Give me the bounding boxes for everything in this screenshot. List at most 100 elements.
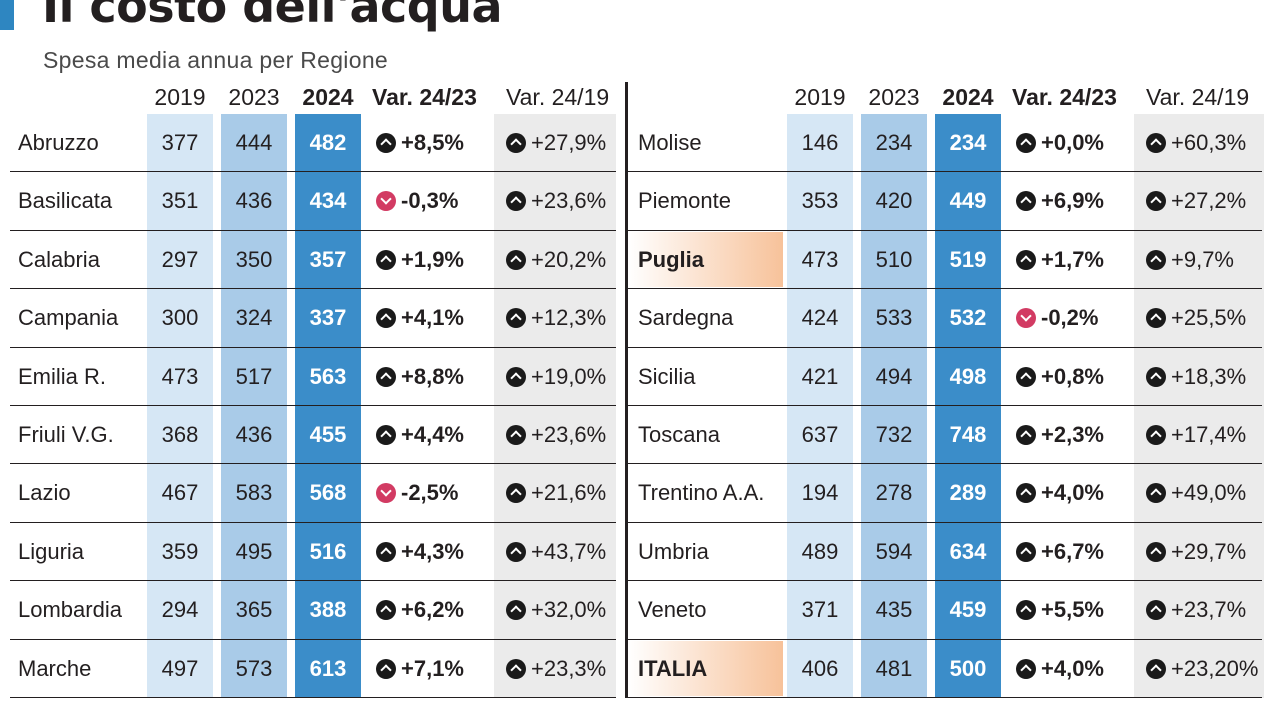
value-2024: 337 (309, 305, 347, 331)
value-2023: 594 (875, 538, 913, 564)
var-24-19-value: +18,3% (1171, 363, 1247, 389)
var-24-23-value: +4,1% (401, 305, 464, 331)
value-2019: 351 (161, 188, 199, 214)
value-2019: 497 (161, 655, 199, 681)
arrow-up-icon (1146, 366, 1166, 387)
value-2019: 359 (161, 538, 199, 564)
region-name: Basilicata (18, 188, 113, 214)
value-2024: 388 (309, 597, 347, 623)
header-2019: 2019 (154, 84, 206, 110)
value-2024: 434 (309, 188, 347, 214)
row-separator (628, 171, 1262, 173)
value-2024: 568 (309, 480, 347, 506)
value-2019: 406 (801, 655, 839, 681)
col-2019-bg (147, 114, 213, 698)
region-name: Calabria (18, 246, 100, 272)
col-2019-bg (787, 114, 853, 698)
header-var-24-23: Var. 24/23 (372, 84, 477, 110)
value-2019: 371 (801, 597, 839, 623)
region-name: Liguria (18, 538, 85, 564)
row-separator (10, 171, 616, 173)
header-2023: 2023 (868, 84, 920, 110)
arrow-up-icon (376, 658, 396, 679)
value-2019: 368 (161, 422, 199, 447)
row-separator (628, 638, 1262, 640)
value-2024: 613 (309, 655, 347, 681)
var-24-19: +23,20% (1146, 640, 1264, 698)
region-name: Molise (638, 130, 702, 155)
row-separator (10, 288, 616, 290)
value-2024: 500 (949, 655, 987, 681)
var-24-19: +23,7% (1146, 581, 1264, 639)
var-24-19-value: +23,3% (531, 655, 607, 681)
value-2023: 435 (875, 597, 913, 623)
row-separator (628, 405, 1262, 406)
arrow-up-icon (506, 483, 526, 504)
arrow-up-icon (376, 308, 396, 329)
var-24-19: +20,2% (506, 231, 616, 289)
arrow-up-icon (506, 366, 526, 387)
var-24-23: -2,5% (376, 464, 486, 522)
row-separator (10, 346, 616, 348)
var-24-23: +6,9% (1016, 172, 1126, 230)
arrow-down-icon (376, 191, 396, 212)
region-name: Friuli V.G. (18, 422, 114, 447)
row-separator (10, 521, 616, 523)
var-24-23-value: +1,9% (401, 246, 464, 272)
header-2024: 2024 (942, 84, 994, 110)
var-24-19: +21,6% (506, 464, 616, 522)
arrow-up-icon (376, 133, 396, 153)
var-24-23: +0,0% (1016, 114, 1126, 172)
var-24-23-value: +7,1% (401, 655, 464, 681)
value-2023: 481 (875, 655, 913, 681)
row-separator (628, 288, 1262, 290)
value-2019: 637 (801, 422, 839, 447)
var-24-19-value: +23,20% (1171, 655, 1259, 681)
arrow-up-icon (506, 249, 526, 270)
var-24-19-value: +17,4% (1171, 422, 1247, 447)
arrow-up-icon (506, 600, 526, 621)
value-2024: 449 (949, 188, 987, 214)
var-24-23-value: +8,8% (401, 363, 464, 389)
var-24-19-value: +43,7% (531, 538, 607, 564)
value-2024: 516 (309, 538, 347, 564)
region-name: Abruzzo (18, 130, 99, 155)
var-24-23-value: -2,5% (401, 480, 459, 506)
title-accent-bar (0, 0, 14, 30)
value-2024: 563 (309, 363, 347, 389)
var-24-23-value: -0,3% (401, 188, 459, 214)
var-24-19-value: +27,9% (531, 130, 607, 155)
header-2019: 2019 (794, 84, 846, 110)
region-name: Marche (18, 655, 92, 681)
arrow-down-icon (376, 483, 396, 504)
arrow-up-icon (506, 541, 526, 562)
var-24-19: +29,7% (1146, 523, 1264, 581)
var-24-19: +27,9% (506, 114, 616, 172)
value-2024: 532 (949, 305, 987, 331)
arrow-up-icon (506, 425, 526, 445)
var-24-19-value: +23,6% (531, 422, 607, 447)
var-24-19: +23,6% (506, 172, 616, 230)
value-2024: 634 (949, 538, 987, 564)
var-24-23: -0,3% (376, 172, 486, 230)
row-separator (10, 638, 616, 640)
var-24-19: +25,5% (1146, 289, 1264, 347)
var-24-19: +12,3% (506, 289, 616, 347)
var-24-19-value: +23,6% (531, 188, 607, 214)
var-24-19-value: +32,0% (531, 597, 607, 623)
value-2023: 583 (235, 480, 273, 506)
region-name: Lazio (18, 480, 71, 506)
var-24-19: +19,0% (506, 348, 616, 406)
value-2024: 482 (309, 130, 347, 155)
var-24-19-value: +12,3% (531, 305, 607, 331)
value-2023: 494 (875, 363, 913, 389)
value-2023: 324 (235, 305, 273, 331)
value-2019: 353 (801, 188, 839, 214)
value-2019: 377 (161, 130, 199, 155)
var-24-19-value: +20,2% (531, 246, 607, 272)
region-name: Emilia R. (18, 363, 107, 389)
region-name: Lombardia (18, 597, 122, 623)
var-24-23-value: +1,7% (1041, 246, 1104, 272)
var-24-23: +0,8% (1016, 348, 1126, 406)
arrow-up-icon (1146, 308, 1166, 329)
